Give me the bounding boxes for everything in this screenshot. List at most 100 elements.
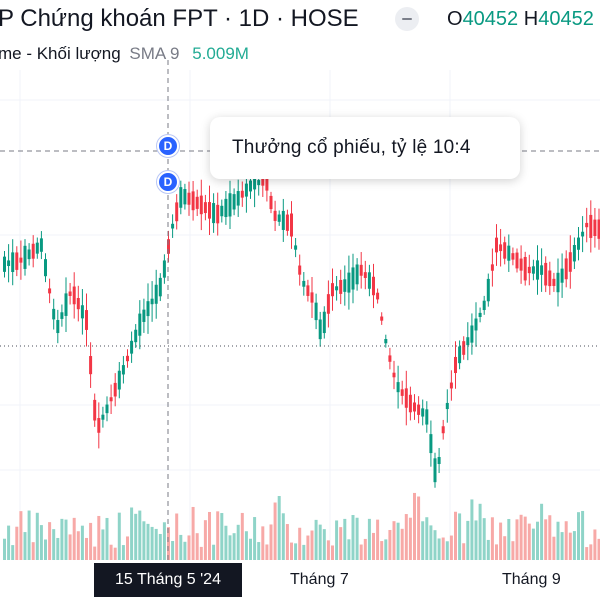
candle bbox=[310, 292, 314, 303]
volume-bar bbox=[60, 518, 64, 560]
candle bbox=[208, 202, 211, 219]
candle bbox=[277, 214, 281, 222]
candle bbox=[421, 408, 425, 417]
volume-bar bbox=[380, 541, 384, 560]
candle bbox=[413, 402, 416, 412]
candle bbox=[97, 418, 101, 433]
candle bbox=[556, 272, 560, 293]
candle bbox=[523, 256, 527, 281]
candle bbox=[138, 313, 142, 336]
candle bbox=[56, 320, 60, 334]
candle bbox=[265, 173, 269, 191]
collapse-legend-button[interactable] bbox=[395, 7, 419, 31]
symbol-title[interactable]: P Chứng khoán FPT · 1D · HOSE bbox=[0, 5, 359, 32]
volume-bar bbox=[191, 506, 195, 560]
volume-bar bbox=[64, 519, 68, 560]
volume-bar bbox=[318, 524, 322, 560]
candle bbox=[433, 458, 437, 483]
candle bbox=[396, 382, 400, 393]
volume-bar bbox=[597, 538, 600, 560]
candle bbox=[212, 203, 216, 224]
candle bbox=[199, 195, 203, 215]
volume-bar bbox=[199, 546, 203, 560]
dividend-event-marker[interactable]: D bbox=[157, 171, 179, 193]
candle bbox=[85, 310, 88, 330]
candle bbox=[3, 256, 6, 272]
volume-bar bbox=[486, 539, 490, 560]
candle bbox=[11, 252, 15, 273]
candle bbox=[302, 280, 306, 287]
candle bbox=[285, 214, 289, 231]
candle bbox=[273, 210, 277, 221]
volume-bar bbox=[216, 511, 220, 560]
candle bbox=[281, 210, 285, 230]
candle bbox=[482, 300, 486, 311]
candle bbox=[536, 260, 539, 280]
volume-bar bbox=[171, 541, 175, 560]
candle bbox=[355, 264, 359, 285]
volume-bar bbox=[203, 520, 207, 560]
volume-bar bbox=[519, 514, 523, 560]
volume-bar bbox=[27, 510, 31, 560]
volume-bar bbox=[454, 511, 457, 560]
candle bbox=[162, 260, 166, 278]
candle bbox=[564, 258, 568, 280]
candle bbox=[236, 191, 240, 206]
candle bbox=[175, 202, 179, 222]
volume-bar bbox=[39, 525, 43, 560]
volume-bar bbox=[76, 531, 80, 560]
volume-bar bbox=[212, 544, 216, 560]
volume-bar bbox=[458, 513, 462, 560]
candle bbox=[39, 238, 43, 252]
candle bbox=[80, 305, 84, 319]
volume-bar bbox=[85, 537, 88, 560]
volume-bar bbox=[294, 543, 298, 560]
candle bbox=[441, 426, 445, 434]
candle bbox=[339, 279, 343, 294]
candle bbox=[27, 249, 31, 260]
candle bbox=[232, 194, 236, 210]
event-marker-label: D bbox=[163, 175, 173, 189]
volume-bar bbox=[331, 545, 334, 560]
candle bbox=[597, 219, 600, 239]
volume-bar bbox=[80, 525, 84, 560]
volume-bar bbox=[523, 516, 527, 560]
volume-legend[interactable]: me - Khối lượng SMA 9 5.009M bbox=[0, 44, 249, 64]
volume-bar bbox=[540, 503, 544, 560]
volume-bar bbox=[187, 535, 191, 560]
volume-bar bbox=[531, 528, 535, 560]
candle bbox=[19, 257, 23, 263]
volume-bar bbox=[285, 524, 289, 560]
volume-bar bbox=[35, 512, 39, 560]
volume-bar bbox=[589, 544, 593, 560]
candle bbox=[240, 190, 244, 198]
volume-bar bbox=[48, 522, 52, 560]
candle bbox=[560, 268, 564, 283]
candle bbox=[203, 202, 207, 214]
candle bbox=[380, 316, 384, 321]
volume-bar bbox=[142, 521, 146, 560]
candle bbox=[142, 309, 146, 322]
candle bbox=[384, 339, 388, 344]
volume-bar bbox=[462, 543, 466, 560]
candle bbox=[269, 195, 273, 210]
candle bbox=[126, 355, 129, 362]
volume-bar bbox=[544, 519, 548, 560]
candle bbox=[35, 242, 39, 254]
volume-bar bbox=[109, 544, 113, 560]
volume-bar bbox=[339, 527, 343, 560]
volume-bar bbox=[158, 533, 162, 560]
candle bbox=[376, 292, 380, 300]
volume-bar bbox=[335, 520, 339, 560]
candle bbox=[314, 302, 318, 321]
volume-legend-label: me - Khối lượng bbox=[0, 44, 121, 63]
volume-bar bbox=[7, 525, 11, 560]
volume-bar bbox=[474, 520, 478, 560]
candle bbox=[93, 399, 97, 421]
volume-bar bbox=[322, 529, 326, 560]
volume-bar bbox=[585, 547, 589, 560]
dividend-event-marker[interactable]: D bbox=[157, 135, 179, 157]
candle bbox=[363, 272, 367, 278]
candle bbox=[372, 276, 375, 296]
